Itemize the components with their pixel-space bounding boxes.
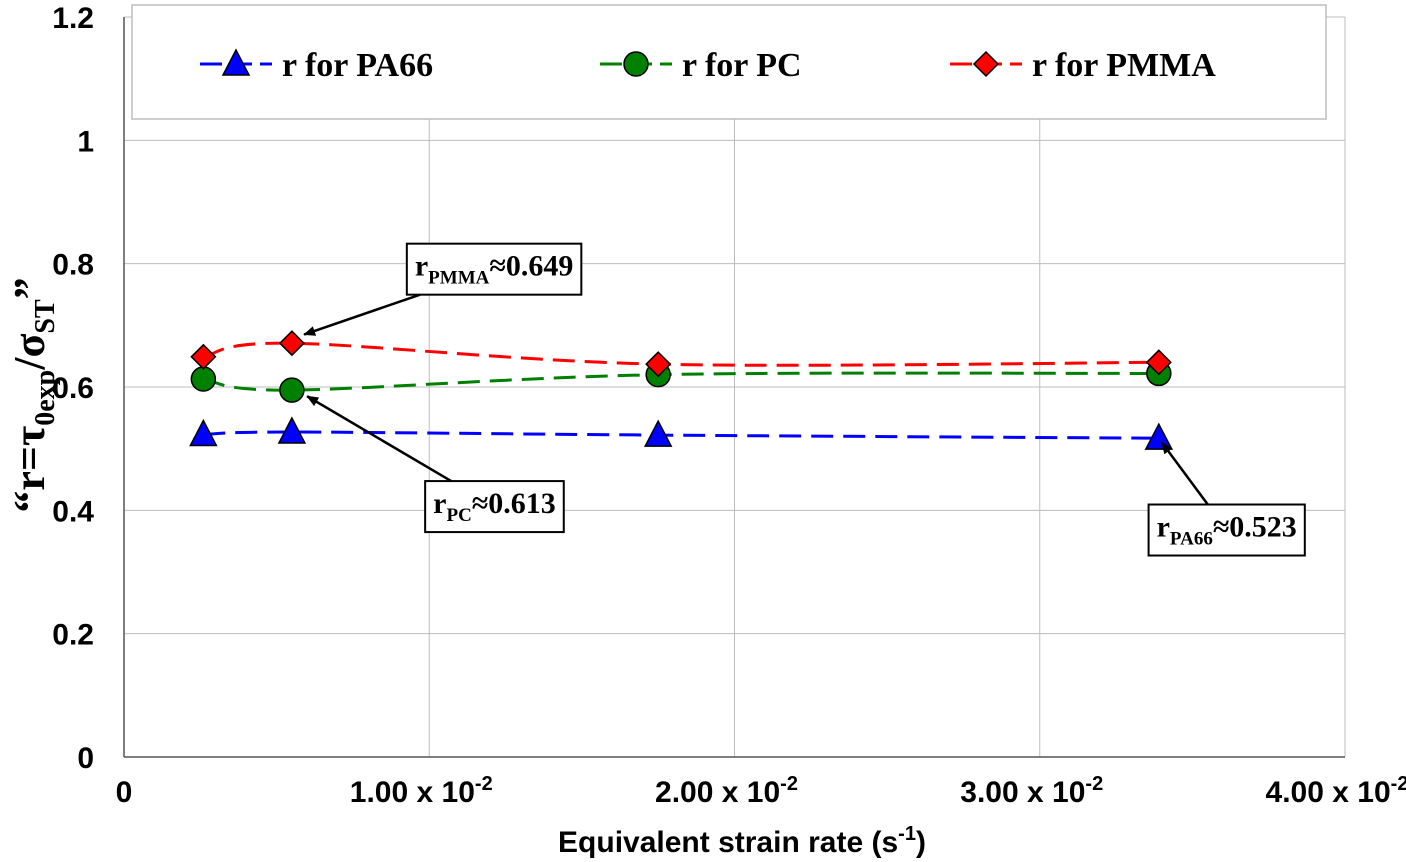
annotation-pc-text: rPC≈0.613 [433,487,556,526]
annotation-pa66-text: rPA66≈0.523 [1157,511,1297,550]
legend-circle-icon [623,51,649,77]
y-tick-label: 0.8 [52,249,94,282]
y-tick-label: 0.6 [52,372,94,405]
y-tick-label: 0 [77,742,94,775]
series-line [203,430,1159,440]
annotation-pa66-arrow [1160,441,1209,506]
y-tick-label: 1.2 [52,2,94,35]
x-tick-label: 1.00 x 10-2 [350,773,493,809]
data-point [1145,349,1172,376]
x-tick-label: 0 [116,776,133,809]
annotation-pc-arrow [306,395,452,483]
data-point [190,366,217,392]
legend-label: r for PMMA [1032,47,1216,84]
y-tick-label: 1 [77,125,94,158]
y-axis-title: “r=τ0exp/σST” [5,277,61,512]
data-point [190,343,217,370]
x-axis-title: Equivalent strain rate (s-1) [558,823,926,859]
data-point [277,416,307,444]
data-point [278,330,305,357]
axes [123,17,1345,758]
x-tick-label: 4.00 x 10-2 [1266,773,1406,809]
x-tick-label: 3.00 x 10-2 [960,773,1103,809]
legend-label: r for PC [682,47,802,84]
data-point [279,377,305,403]
x-tick-label: 2.00 x 10-2 [655,773,798,809]
y-tick-label: 0.4 [52,495,94,528]
series-line [203,341,1159,367]
tick-labels: 0 0.2 0.4 0.6 0.8 1 1.2 0 1.00 x 10-2 2.00 x 10-2… [52,2,1406,809]
data-point [189,418,218,447]
annotation-pmma-arrow [303,293,421,336]
series-line [203,371,1159,392]
annotations: rPMMA≈0.649 rPC≈0.613 rPA66≈0.523 [303,242,1306,557]
legend-triangle-icon [221,48,251,76]
annotation-pmma-box [405,242,583,296]
series-layer [189,330,1174,450]
data-point [645,351,672,378]
annotation-pc-box [424,480,565,534]
data-point [643,419,673,447]
legend: r for PA66 r for PC r for PMMA [131,4,1327,120]
annotation-pmma-text: rPMMA≈0.649 [415,250,573,289]
annotation-pa66-box [1147,503,1306,557]
legend-label: r for PA66 [282,47,433,84]
y-tick-label: 0.2 [52,619,94,652]
legend-box [131,4,1327,120]
legend-diamond-icon [972,50,1000,78]
